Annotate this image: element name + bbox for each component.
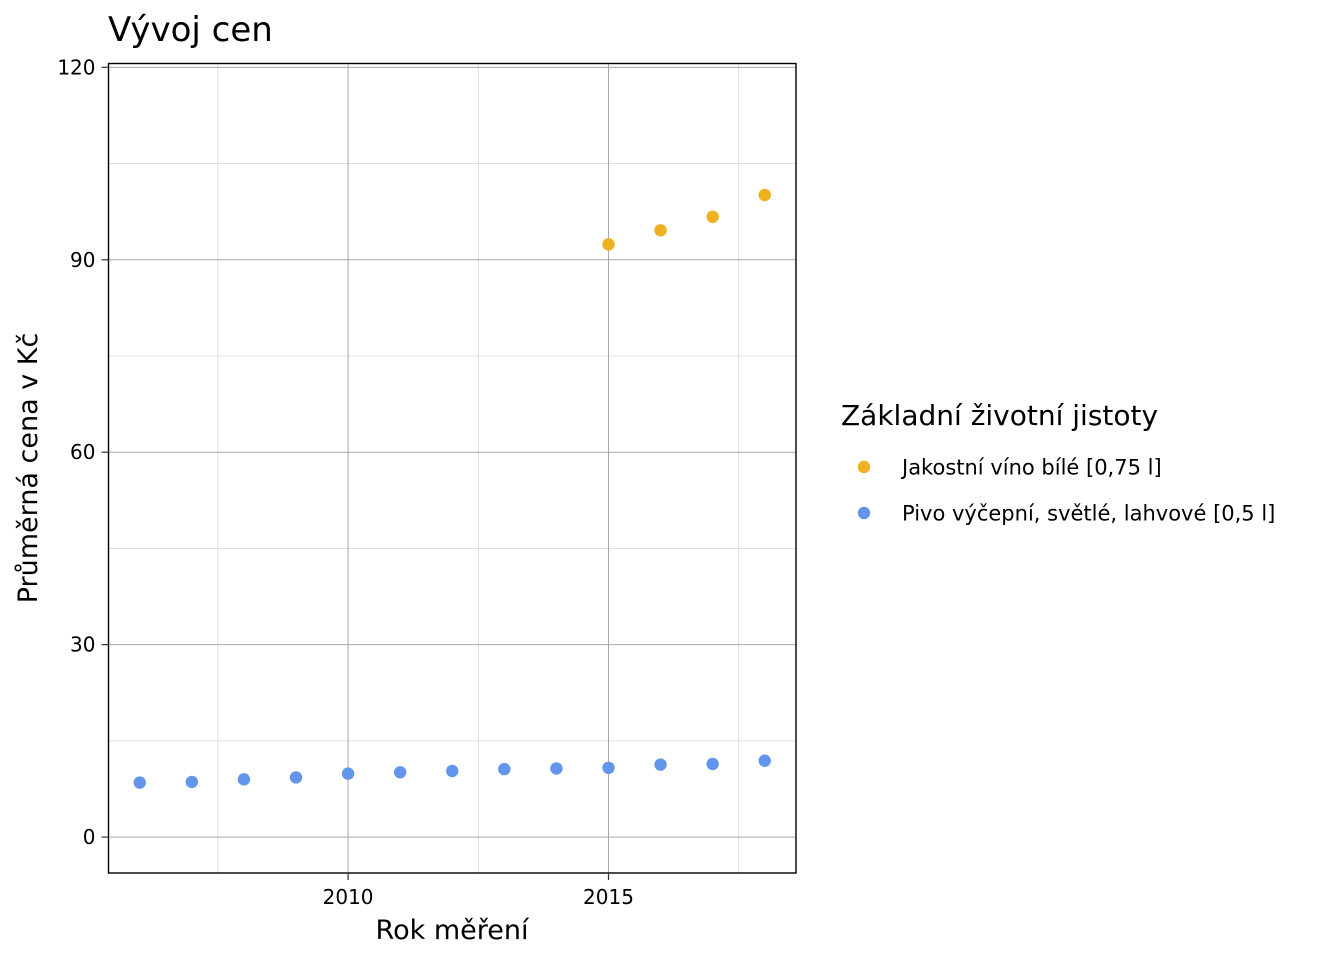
chart-title: Vývoj cen (108, 10, 273, 50)
legend-key-1 (857, 506, 871, 520)
data-point-series-0 (602, 238, 615, 251)
data-point-series-1 (341, 767, 355, 780)
data-point-series-1 (706, 757, 719, 771)
data-point-series-1 (185, 775, 199, 789)
data-point-series-0 (706, 210, 719, 224)
data-point-series-1 (758, 754, 771, 767)
data-point-series-1 (446, 764, 459, 778)
x-tick-label: 2015 (583, 885, 634, 909)
x-tick-label: 2010 (323, 885, 374, 909)
legend-title: Základní životní jistoty (841, 399, 1158, 432)
data-point-series-1 (654, 758, 667, 771)
axes: 2010 2015 0 30 60 90 120 (57, 55, 634, 909)
y-tick-label: 0 (83, 825, 96, 849)
data-point-series-1 (550, 762, 563, 775)
data-point-series-1 (393, 766, 407, 779)
x-axis-title: Rok měření (376, 915, 530, 946)
data-point-series-0 (654, 224, 667, 237)
data-point-series-1 (133, 776, 146, 789)
data-point-series-1 (289, 771, 303, 784)
legend-items: Jakostní víno bílé [0,75 l] Pivo výčepní,… (857, 456, 1275, 526)
y-tick-label: 30 (70, 633, 95, 657)
grid-lines (108, 63, 796, 873)
data-points (133, 188, 771, 789)
y-tick-label: 90 (70, 248, 95, 272)
legend: Základní životní jistoty Jakostní víno b… (841, 399, 1275, 526)
data-point-series-0 (758, 188, 771, 202)
data-point-series-1 (237, 773, 251, 786)
y-tick-label: 60 (70, 440, 95, 464)
y-tick-label: 120 (57, 55, 95, 79)
data-point-series-1 (498, 762, 511, 776)
plot-panel-border (107, 62, 797, 874)
legend-key-0 (857, 460, 871, 474)
legend-label-1: Pivo výčepní, světlé, lahvové [0,5 l] (902, 502, 1275, 526)
legend-label-0: Jakostní víno bílé [0,75 l] (900, 456, 1162, 480)
data-point-series-1 (602, 761, 615, 775)
y-axis-title: Průměrná cena v Kč (13, 333, 44, 604)
